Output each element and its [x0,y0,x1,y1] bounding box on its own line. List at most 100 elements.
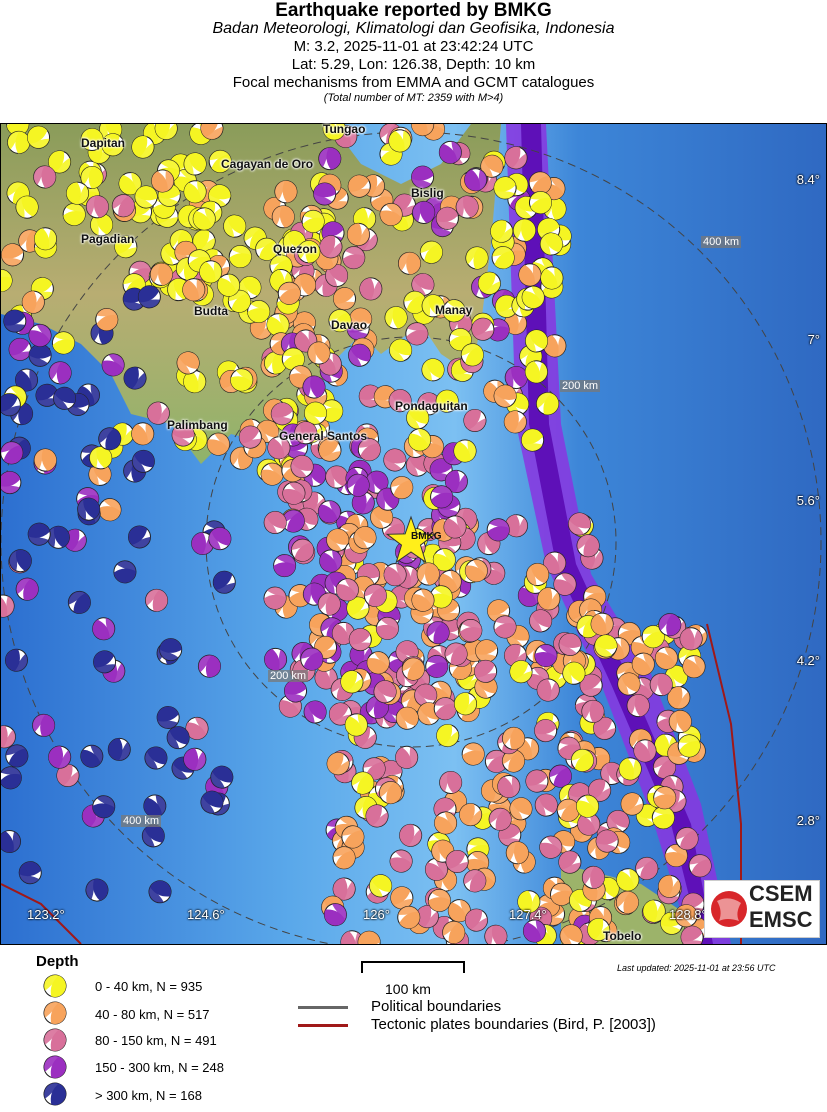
city-pagadian: Pagadian [81,232,135,246]
focal-mechanism-ball [0,830,22,854]
focal-mechanism-ball [509,797,533,821]
focal-mechanism-ball [208,184,232,208]
focal-mechanism-ball [631,652,655,676]
focal-mechanism-ball [270,402,294,426]
focal-mechanism-ball [403,290,427,314]
focal-mechanism-ball [375,616,399,640]
focal-mechanism-ball [294,329,318,353]
focal-mechanism-ball [524,360,548,384]
focal-mechanism-ball [445,850,469,874]
focal-mechanism-ball [145,588,169,612]
focal-mechanism-ball [183,152,207,176]
focal-mechanism-ball [688,854,712,878]
focal-mechanism-ball [408,428,432,452]
focal-mechanism-ball [346,473,370,497]
focal-mechanism-ball [277,281,301,305]
focal-mechanism-ball [271,205,295,229]
focal-mechanism-ball [654,646,678,670]
focal-mechanism-ball [477,271,501,295]
focal-mechanism-ball [313,182,337,206]
focal-mechanism-ball [497,774,521,798]
focal-mechanism-ball [406,406,430,430]
legend-depth-title: Depth [36,953,79,970]
focal-mechanism-ball [390,476,414,500]
focal-mechanism-ball [35,383,59,407]
focal-mechanism-ball [183,370,207,394]
focal-mechanism-ball [290,455,314,479]
focal-mechanism-ball [66,181,90,205]
focal-mechanism-ball [340,670,364,694]
epicenter-star[interactable] [385,515,437,564]
focal-mechanism-ball [421,294,445,318]
focal-mechanism-ball [0,471,22,495]
focal-mechanism-ball [577,812,601,836]
focal-mechanism-ball [156,706,180,730]
total-count: (Total number of MT: 2359 with M>4) [323,92,504,104]
focal-mechanism-ball [28,343,52,367]
focal-mechanism-ball [677,734,701,758]
focal-mechanism-ball [43,1001,67,1025]
epicenter-label: BMKG [411,531,442,542]
focal-mechanism-ball [616,868,640,892]
focal-mechanism-ball [43,974,67,998]
focal-mechanism-ball [517,890,541,914]
city-dapitan: Dapitan [81,136,126,150]
focal-mechanism-ball [526,563,550,587]
focal-mechanism-ball [144,746,168,770]
focal-mechanism-ball [303,401,327,425]
focal-mechanism-ball [77,497,101,521]
focal-mechanism-ball [389,338,413,362]
focal-mechanism-ball [405,322,429,346]
focal-mechanism-ball [455,195,479,219]
focal-mechanism-ball [111,194,135,218]
focal-mechanism-ball [192,207,216,231]
focal-mechanism-ball [464,559,488,583]
focal-mechanism-ball [93,650,117,674]
city-general-santos: General Santos [279,429,368,443]
focal-mechanism-ball [522,919,546,943]
focal-mechanism-ball [323,903,347,927]
focal-mechanism-ball [443,515,467,539]
focal-mechanism-ball [4,648,28,672]
focal-mechanism-ball [284,679,308,703]
focal-mechanism-ball [0,594,15,618]
logo-top: CSEM [749,881,813,906]
focal-mechanism-ball [8,549,32,573]
focal-mechanism-ball [426,621,450,645]
focal-mechanism-ball [365,804,389,828]
seismic-map[interactable]: BMKG Dapitan Tungao Cagayan de Oro Bisli… [0,112,827,954]
focal-mechanism-ball [347,174,371,198]
focal-mechanism-ball [21,290,45,314]
depth-legend-icons [43,974,67,1106]
focal-mechanism-ball [199,260,223,284]
focal-mechanism-ball [131,422,155,446]
focal-mechanism-ball [557,736,581,760]
focal-mechanism-ball [318,147,342,171]
lon-tick: 128.8° [669,907,707,922]
focal-mechanism-ball [652,755,676,779]
focal-mechanism-ball [534,644,558,668]
focal-mechanism-ball [263,586,287,610]
focal-mechanism-ball [429,585,453,609]
focal-mechanism-ball [651,806,675,830]
focal-mechanism-ball [464,168,488,192]
city-bislig: Bislig [411,186,444,200]
focal-mechanism-ball [274,180,298,204]
focal-mechanism-ball [332,877,356,901]
focal-mechanism-ball [388,129,412,153]
focal-mechanism-ball [282,481,306,505]
focal-mechanism-ball [192,229,216,253]
focal-mechanism-ball [595,829,619,853]
focal-mechanism-ball [32,713,56,737]
focal-mechanism-ball [635,856,659,880]
focal-mechanism-ball [176,351,200,375]
focal-mechanism-ball [353,526,377,550]
legend-tectonic: Tectonic plates boundaries (Bird, P. [20… [371,1016,656,1033]
focal-mechanism-ball [448,328,472,352]
focal-mechanism-ball [415,905,439,929]
focal-mechanism-ball [3,309,27,333]
focal-mechanism-ball [658,874,682,898]
focal-mechanism-ball [436,724,460,748]
last-updated: Last updated: 2025-11-01 at 23:56 UTC [617,963,776,973]
focal-mechanism-ball [230,368,254,392]
